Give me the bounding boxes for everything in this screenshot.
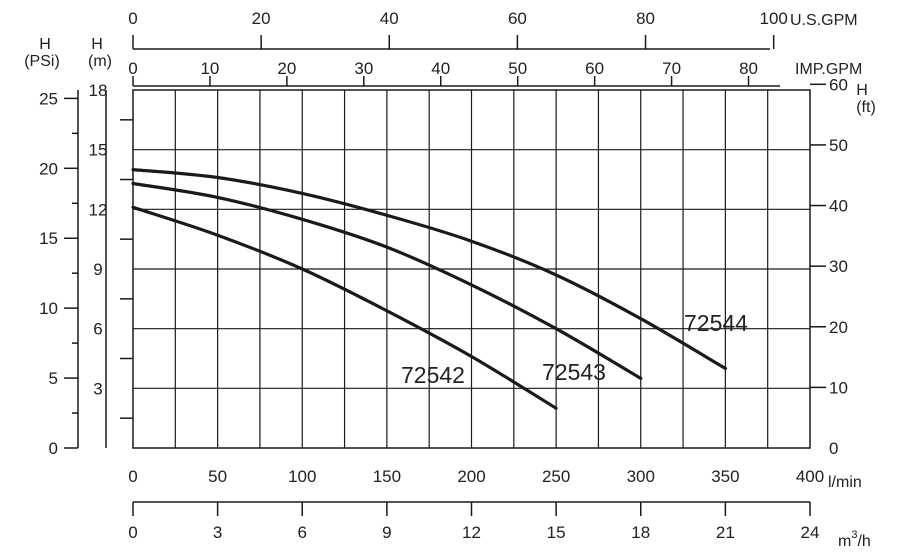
y-tick-m: 12 (89, 200, 108, 219)
x-tick-impgpm: 20 (277, 59, 296, 78)
series-label-72543: 72543 (542, 359, 606, 385)
x-tick-impgpm: 70 (662, 59, 681, 78)
y-tick-m: 9 (93, 260, 102, 279)
y-axis-label-m-bottom: (m) (88, 53, 112, 70)
x-tick-impgpm: 50 (508, 59, 527, 78)
x-tick-usgpm: 60 (508, 9, 527, 28)
unit-tail: /h (857, 533, 870, 550)
x-tick-usgpm: 20 (252, 9, 271, 28)
y-tick-ft: 10 (829, 378, 848, 397)
y-tick-ft: 30 (829, 257, 848, 276)
x-axis-label-lmin: l/min (828, 474, 862, 491)
y-tick-psi: 25 (39, 89, 58, 108)
y-axis-label-psi-bottom: (PSi) (24, 53, 60, 70)
x-tick-impgpm: 60 (585, 59, 604, 78)
x-axis-label-usgpm: U.S.GPM (790, 12, 858, 29)
y-tick-psi: 15 (39, 229, 58, 248)
x-tick-m3h: 18 (631, 523, 650, 542)
curve-72542 (131, 205, 558, 410)
series-label-72542: 72542 (401, 362, 465, 388)
x-tick-lmin: 50 (208, 467, 227, 486)
x-tick-impgpm: 40 (431, 59, 450, 78)
y-tick-ft: 40 (829, 197, 848, 216)
y-tick-psi: 0 (49, 439, 58, 458)
y-axis-label-ft-top: H (856, 82, 868, 99)
y-tick-ft: 20 (829, 318, 848, 337)
x-tick-m3h: 24 (801, 523, 820, 542)
x-axis-label-m3h: m3/h (838, 529, 871, 550)
x-axis-label-impgpm: IMP.GPM (795, 61, 862, 78)
unit-superscript: 3 (851, 529, 857, 541)
x-tick-m3h: 21 (716, 523, 735, 542)
x-tick-lmin: 100 (288, 467, 316, 486)
x-tick-usgpm: 100 (759, 9, 787, 28)
y-tick-psi: 20 (39, 159, 58, 178)
y-tick-psi: 10 (39, 299, 58, 318)
x-tick-impgpm: 10 (200, 59, 219, 78)
y-tick-psi: 5 (49, 369, 58, 388)
x-tick-lmin: 200 (457, 467, 485, 486)
y-axis-label-m-top: H (91, 36, 103, 53)
curve-72544 (131, 168, 727, 370)
x-tick-usgpm: 40 (380, 9, 399, 28)
x-tick-m3h: 3 (213, 523, 222, 542)
y-tick-ft: 60 (829, 75, 848, 94)
x-tick-lmin: 300 (627, 467, 655, 486)
y-tick-m: 6 (93, 320, 102, 339)
x-tick-usgpm: 0 (128, 9, 137, 28)
y-axis-label-ft-bottom: (ft) (856, 99, 876, 116)
y-tick-ft: 50 (829, 136, 848, 155)
x-tick-m3h: 6 (298, 523, 307, 542)
x-tick-lmin: 0 (128, 467, 137, 486)
y-axis-label-psi-top: H (39, 36, 51, 53)
x-tick-lmin: 150 (373, 467, 401, 486)
x-tick-impgpm: 0 (128, 59, 137, 78)
x-tick-lmin: 350 (711, 467, 739, 486)
x-tick-m3h: 12 (462, 523, 481, 542)
x-tick-m3h: 15 (547, 523, 566, 542)
x-tick-lmin: 250 (542, 467, 570, 486)
unit-base: m (838, 533, 851, 550)
y-tick-ft: 0 (829, 439, 838, 458)
x-tick-impgpm: 80 (739, 59, 758, 78)
performance-curves (131, 168, 727, 410)
x-tick-m3h: 9 (382, 523, 391, 542)
y-tick-m: 18 (89, 81, 108, 100)
x-tick-m3h: 0 (128, 523, 137, 542)
grid (132, 89, 811, 449)
series-label-72544: 72544 (684, 310, 748, 336)
axes (64, 35, 826, 516)
y-tick-m: 3 (93, 379, 102, 398)
x-tick-lmin: 400 (796, 467, 824, 486)
curve-72543 (131, 181, 643, 380)
x-tick-usgpm: 80 (636, 9, 655, 28)
x-tick-impgpm: 30 (354, 59, 373, 78)
y-tick-m: 15 (89, 141, 108, 160)
